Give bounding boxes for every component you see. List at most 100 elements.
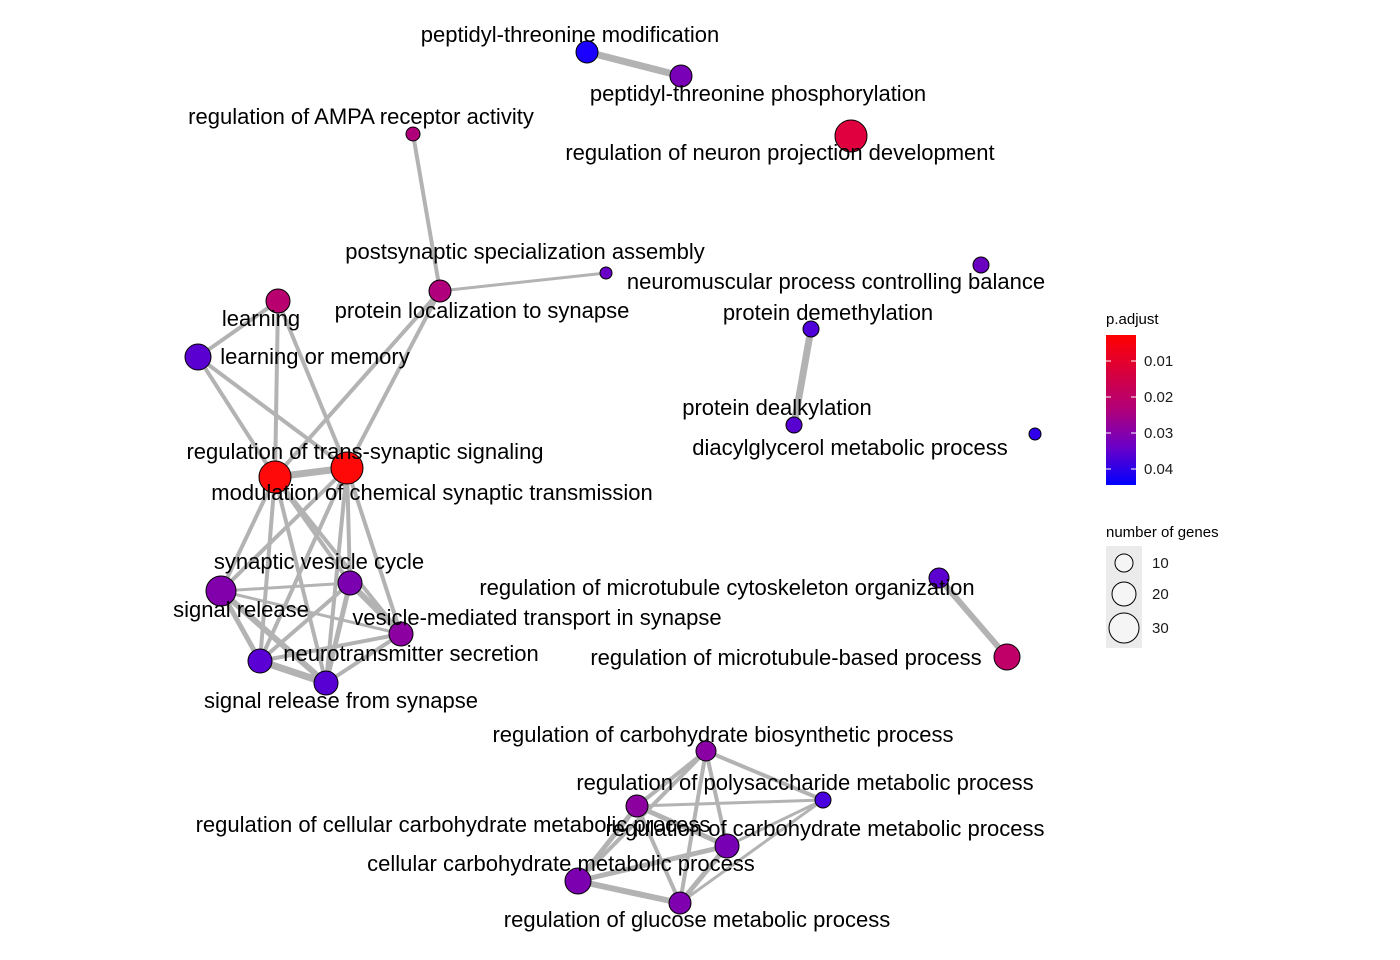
color-scale-bar: [1106, 335, 1136, 485]
node-label-svc: synaptic vesicle cycle: [214, 549, 424, 574]
node-mcst[interactable]: [330, 451, 364, 485]
node-rccmp[interactable]: [625, 794, 649, 818]
edge-rccmp-rcmp: [635, 803, 729, 849]
node-label-vmt: vesicle-mediated transport in synapse: [352, 605, 721, 630]
node-sigr[interactable]: [205, 575, 237, 607]
node-label-rnpd: regulation of neuron projection developm…: [565, 140, 994, 165]
node-label-dag: diacylglycerol metabolic process: [692, 435, 1007, 460]
node-rtss[interactable]: [258, 460, 292, 494]
edge-learn-lom: [196, 299, 280, 359]
edge-rpmp-rccmp: [636, 798, 824, 808]
node-nts[interactable]: [247, 648, 273, 674]
node-learn[interactable]: [265, 288, 291, 314]
color-legend-title: p.adjust: [1106, 311, 1159, 328]
node-label-rgmp: regulation of glucose metabolic process: [504, 907, 890, 932]
node-rmco[interactable]: [928, 567, 950, 589]
color-tick-label: 0.02: [1144, 389, 1173, 406]
node-label-rcmp: regulation of carbohydrate metabolic pro…: [605, 816, 1044, 841]
edge-lom-rtss: [196, 355, 277, 479]
node-label-nts: neurotransmitter secretion: [283, 641, 539, 666]
legend: p.adjust 0.01 0.02 0.03 0.04 number of g…: [1106, 311, 1219, 648]
edge-svc-sigr: [220, 581, 351, 593]
node-label-ccmp: cellular carbohydrate metabolic process: [367, 851, 755, 876]
node-svc[interactable]: [337, 570, 363, 596]
node-label-ptm: peptidyl-threonine modification: [421, 22, 719, 47]
edge-rcbp-rcmp: [704, 750, 729, 847]
size-legend-title: number of genes: [1106, 524, 1219, 541]
node-label-sigr: signal release: [173, 597, 309, 622]
edge-rcbp-rpmp: [705, 749, 824, 802]
edge-pls-rtss: [273, 289, 442, 479]
node-label-rpmp: regulation of polysaccharide metabolic p…: [576, 770, 1033, 795]
edge-mcst-svc: [345, 467, 352, 584]
node-rcmp[interactable]: [714, 833, 740, 859]
edge-rpmp-rcmp: [726, 798, 824, 848]
node-ampa[interactable]: [405, 126, 421, 142]
node-label-nmb: neuromuscular process controlling balanc…: [627, 269, 1045, 294]
node-pdm[interactable]: [802, 320, 820, 338]
node-rmbp[interactable]: [993, 643, 1021, 671]
node-label-pls: protein localization to synapse: [335, 298, 630, 323]
size-key-circle: [1111, 581, 1137, 607]
edge-psa-pls: [439, 271, 607, 293]
color-tick-label: 0.01: [1144, 353, 1173, 370]
node-label-rmco: regulation of microtubule cytoskeleton o…: [479, 575, 974, 600]
edge-rmco-rmbp: [936, 576, 1010, 659]
node-lom[interactable]: [184, 343, 212, 371]
edge-rpmp-rgmp: [679, 798, 824, 905]
node-label-srs: signal release from synapse: [204, 688, 478, 713]
edge-rtss-sigr: [219, 476, 277, 592]
edge-learn-mcst: [276, 300, 349, 469]
edge-pls-mcst: [345, 290, 442, 469]
node-rgmp[interactable]: [668, 891, 692, 915]
node-dag[interactable]: [1028, 427, 1042, 441]
node-layer: [184, 40, 1042, 915]
node-label-rcbp: regulation of carbohydrate biosynthetic …: [492, 722, 953, 747]
node-rnpd[interactable]: [834, 119, 868, 153]
node-label-rccmp: regulation of cellular carbohydrate meta…: [196, 812, 711, 837]
node-label-rmbp: regulation of microtubule-based process: [590, 645, 981, 670]
node-label-ampa: regulation of AMPA receptor activity: [188, 104, 534, 129]
node-nmb[interactable]: [972, 256, 990, 274]
node-srs[interactable]: [313, 670, 339, 696]
edge-layer: [196, 48, 1010, 906]
edge-rcbp-rgmp: [678, 750, 708, 904]
edge-sigr-vmt: [220, 589, 402, 636]
edge-ampa-pls: [411, 133, 442, 292]
label-layer: peptidyl-threonine modification peptidyl-…: [173, 22, 1045, 932]
edge-pdm-pdk: [790, 328, 815, 426]
node-label-pdk: protein dealkylation: [682, 395, 872, 420]
node-pls[interactable]: [428, 279, 452, 303]
edge-sigr-srs: [219, 588, 328, 686]
node-ptm[interactable]: [575, 40, 599, 64]
size-tick-label: 10: [1152, 555, 1169, 572]
size-key-circle: [1114, 553, 1134, 573]
node-label-ptp: peptidyl-threonine phosphorylation: [590, 81, 926, 106]
size-tick-label: 20: [1152, 586, 1169, 603]
node-pdk[interactable]: [785, 416, 803, 434]
node-ptp[interactable]: [669, 64, 693, 88]
edge-mcst-sigr: [219, 466, 349, 593]
node-label-rtss: regulation of trans-synaptic signaling: [186, 439, 543, 464]
color-tick-label: 0.03: [1144, 425, 1173, 442]
edge-rccmp-rgmp: [635, 805, 682, 904]
color-tick-label: 0.04: [1144, 461, 1173, 478]
node-label-learn: learning: [222, 306, 300, 331]
edge-rccmp-ccmp: [576, 804, 639, 883]
node-psa[interactable]: [599, 266, 613, 280]
edge-mcst-nts: [258, 467, 349, 662]
edge-ccmp-rgmp: [577, 878, 681, 906]
edge-learn-rtss: [273, 300, 280, 478]
node-label-mcst: modulation of chemical synaptic transmis…: [211, 480, 652, 505]
edge-vmt-srs: [324, 632, 403, 685]
node-rpmp[interactable]: [814, 791, 832, 809]
node-vmt[interactable]: [388, 621, 414, 647]
node-ccmp[interactable]: [564, 867, 592, 895]
size-key-circle: [1108, 612, 1140, 644]
node-rcbp[interactable]: [695, 740, 717, 762]
node-label-pdm: protein demethylation: [723, 300, 933, 325]
edge-rcmp-ccmp: [577, 843, 728, 884]
edge-svc-srs: [323, 582, 353, 684]
node-label-psa: postsynaptic specialization assembly: [345, 239, 705, 264]
